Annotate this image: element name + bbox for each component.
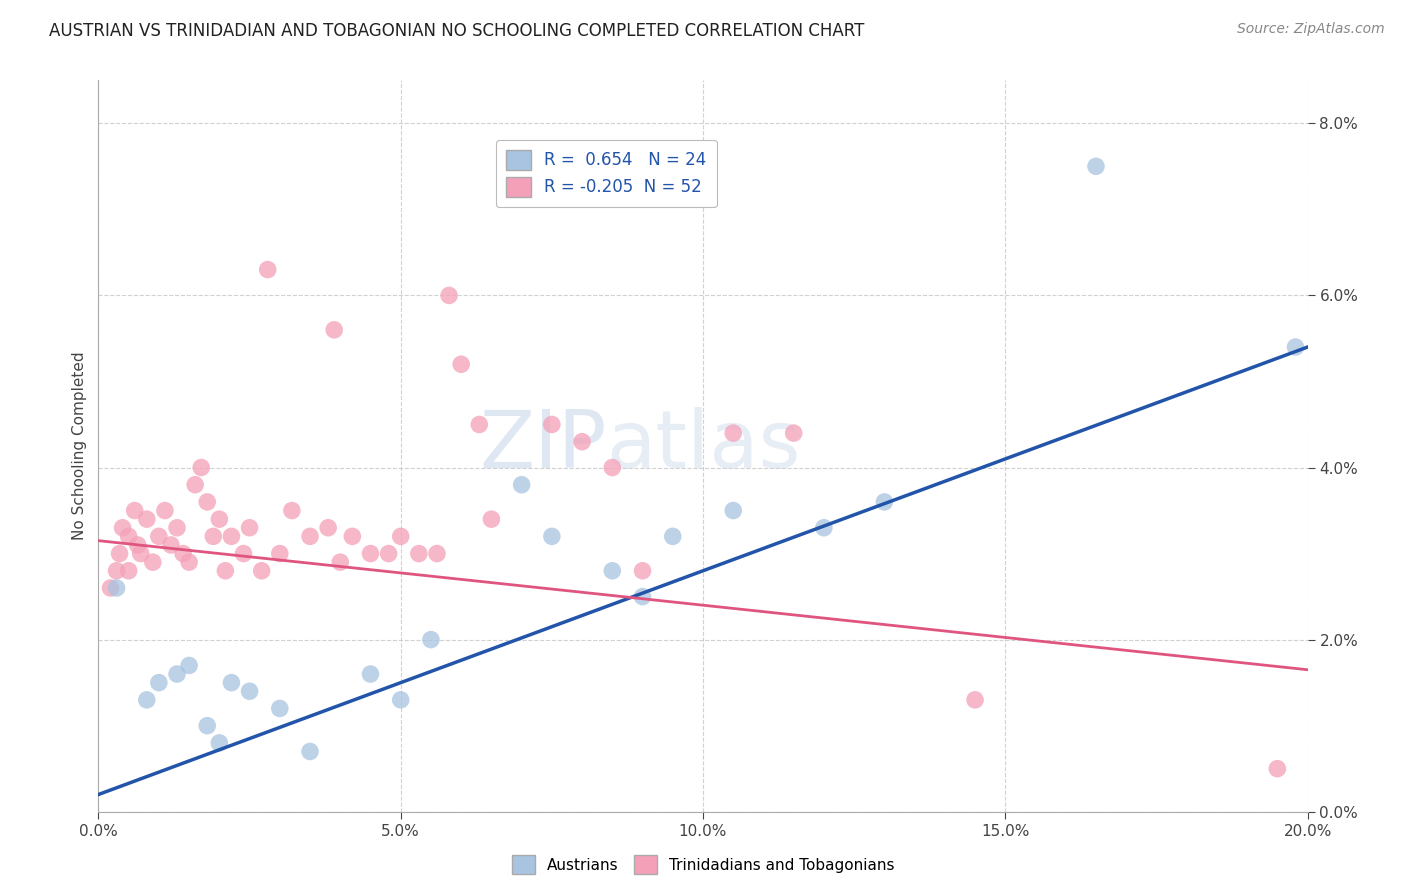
Point [118,529,141,543]
Point [540,417,562,432]
Point [571,434,593,449]
Point [269,547,291,561]
Legend: Austrians, Trinidadians and Tobagonians: Austrians, Trinidadians and Tobagonians [506,849,900,880]
Point [661,529,683,543]
Point [127,538,149,552]
Point [437,288,460,302]
Point [129,547,152,561]
Point [481,512,503,526]
Point [426,547,449,561]
Point [299,529,322,543]
Point [221,675,243,690]
Point [1085,159,1108,173]
Point [342,529,364,543]
Point [108,547,131,561]
Text: atlas: atlas [606,407,800,485]
Point [360,547,382,561]
Point [239,521,262,535]
Point [105,581,128,595]
Point [631,590,654,604]
Point [873,495,896,509]
Point [148,675,170,690]
Point [408,547,430,561]
Point [360,667,382,681]
Point [153,503,176,517]
Point [160,538,183,552]
Point [195,719,218,733]
Point [602,564,624,578]
Point [195,495,218,509]
Text: Source: ZipAtlas.com: Source: ZipAtlas.com [1237,22,1385,37]
Point [135,512,157,526]
Point [1267,762,1289,776]
Point [190,460,212,475]
Point [202,529,225,543]
Point [239,684,262,698]
Point [179,658,201,673]
Point [221,529,243,543]
Point [100,581,122,595]
Point [118,564,141,578]
Point [1284,340,1306,354]
Point [389,529,412,543]
Point [105,564,128,578]
Text: ZIP: ZIP [479,407,606,485]
Point [179,555,201,569]
Point [813,521,835,535]
Point [124,503,146,517]
Point [389,693,412,707]
Point [723,426,745,441]
Point [377,547,399,561]
Point [299,744,322,758]
Point [329,555,352,569]
Point [208,512,231,526]
Legend: R =  0.654   N = 24, R = -0.205  N = 52: R = 0.654 N = 24, R = -0.205 N = 52 [496,140,717,207]
Point [323,323,346,337]
Point [965,693,987,707]
Point [232,547,254,561]
Point [142,555,165,569]
Point [316,521,339,535]
Point [783,426,806,441]
Point [510,477,533,491]
Point [450,357,472,371]
Point [111,521,134,535]
Point [214,564,236,578]
Point [269,701,291,715]
Point [166,521,188,535]
Point [723,503,745,517]
Point [256,262,278,277]
Text: AUSTRIAN VS TRINIDADIAN AND TOBAGONIAN NO SCHOOLING COMPLETED CORRELATION CHART: AUSTRIAN VS TRINIDADIAN AND TOBAGONIAN N… [49,22,865,40]
Point [420,632,443,647]
Point [184,477,207,491]
Point [281,503,304,517]
Y-axis label: No Schooling Completed: No Schooling Completed [72,351,87,541]
Point [135,693,157,707]
Point [631,564,654,578]
Point [540,529,562,543]
Point [166,667,188,681]
Point [468,417,491,432]
Point [250,564,273,578]
Point [602,460,624,475]
Point [148,529,170,543]
Point [208,736,231,750]
Point [172,547,194,561]
